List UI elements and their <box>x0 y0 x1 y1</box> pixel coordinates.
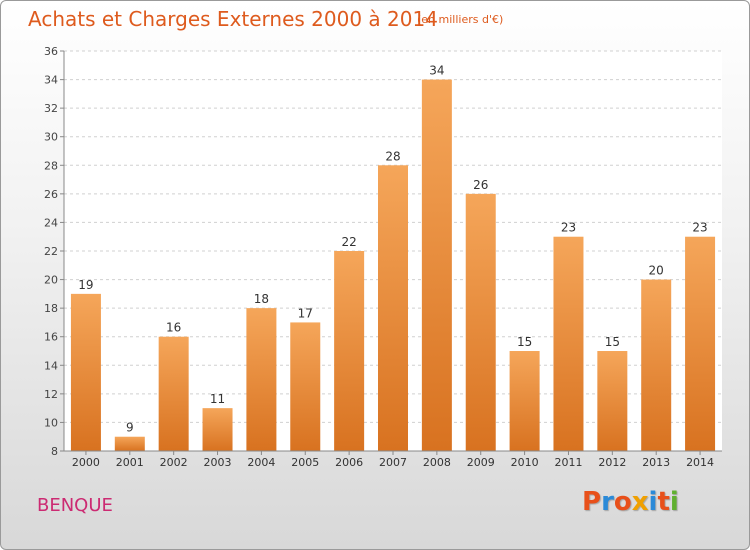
logo-letter: r <box>601 487 614 517</box>
bar <box>378 165 408 452</box>
bar <box>202 408 233 451</box>
y-tick-label: 8 <box>51 445 58 458</box>
y-tick-label: 20 <box>44 274 58 287</box>
x-tick-label: 2003 <box>204 456 232 469</box>
logo-letter: x <box>631 487 649 517</box>
x-tick-label: 2011 <box>554 456 582 469</box>
bar <box>597 351 628 451</box>
x-tick-label: 2010 <box>511 456 539 469</box>
chart-title: Achats et Charges Externes 2000 à 2014 <box>28 7 438 31</box>
value-label: 15 <box>605 335 620 349</box>
value-label: 20 <box>649 264 664 278</box>
bar <box>641 279 672 451</box>
y-tick-label: 18 <box>44 302 58 315</box>
x-tick-label: 2002 <box>160 456 188 469</box>
town-name: BENQUE <box>37 495 113 516</box>
bar <box>553 236 584 451</box>
chart-subtitle: (en milliers d'€) <box>417 13 504 26</box>
x-tick-label: 2012 <box>598 456 626 469</box>
value-label: 16 <box>166 321 181 335</box>
value-label: 26 <box>473 178 488 192</box>
y-tick-label: 14 <box>44 359 58 372</box>
bar <box>70 293 101 451</box>
y-tick-label: 28 <box>44 159 58 172</box>
value-label: 17 <box>298 306 313 320</box>
y-tick-label: 26 <box>44 188 58 201</box>
y-tick-label: 16 <box>44 331 58 344</box>
value-label: 23 <box>692 221 707 235</box>
x-tick-label: 2008 <box>423 456 451 469</box>
logo-letter: t <box>657 487 670 517</box>
bar <box>114 436 145 451</box>
value-labels: 19 9 16 11 18 17 22 28 34 26 15 23 15 20 23 <box>78 64 707 435</box>
value-label: 34 <box>429 64 444 78</box>
y-tick-label: 36 <box>44 45 58 58</box>
logo-letter: o <box>613 487 632 517</box>
bar <box>246 308 277 451</box>
logo-letter: P <box>582 487 602 517</box>
value-label: 19 <box>78 278 93 292</box>
y-tick-label: 24 <box>44 216 58 229</box>
x-tick-label: 2007 <box>379 456 407 469</box>
bar <box>290 322 321 451</box>
x-tick-label: 2004 <box>247 456 275 469</box>
x-tick-label: 2001 <box>116 456 144 469</box>
x-tick-label: 2006 <box>335 456 363 469</box>
bars <box>70 79 716 452</box>
value-label: 11 <box>210 392 225 406</box>
y-tick-label: 32 <box>44 102 58 115</box>
proxiti-logo: Proxiti <box>582 487 679 517</box>
y-tick-label: 10 <box>44 416 58 429</box>
x-tick-label: 2005 <box>291 456 319 469</box>
value-label: 28 <box>385 149 400 163</box>
bar <box>509 351 540 451</box>
bar <box>465 193 496 451</box>
value-label: 18 <box>254 292 269 306</box>
x-tick-label: 2009 <box>467 456 495 469</box>
logo-letter: i <box>648 487 658 517</box>
y-tick-label: 30 <box>44 131 58 144</box>
value-label: 15 <box>517 335 532 349</box>
y-tick-label: 34 <box>44 74 58 87</box>
x-tick-label: 2000 <box>72 456 100 469</box>
bar <box>685 236 716 451</box>
bar <box>421 79 452 452</box>
x-tick-label: 2014 <box>686 456 714 469</box>
value-label: 22 <box>341 235 356 249</box>
bar <box>158 336 189 451</box>
x-tick-label: 2013 <box>642 456 670 469</box>
y-tick-label: 12 <box>44 388 58 401</box>
logo-letter: i <box>669 487 679 517</box>
value-label: 23 <box>561 221 576 235</box>
y-tick-label: 22 <box>44 245 58 258</box>
value-label: 9 <box>126 421 134 435</box>
bar <box>334 251 365 451</box>
axes: 8 10 12 14 16 18 20 22 24 26 28 30 32 34 36 2000 2001 200… <box>44 45 722 469</box>
